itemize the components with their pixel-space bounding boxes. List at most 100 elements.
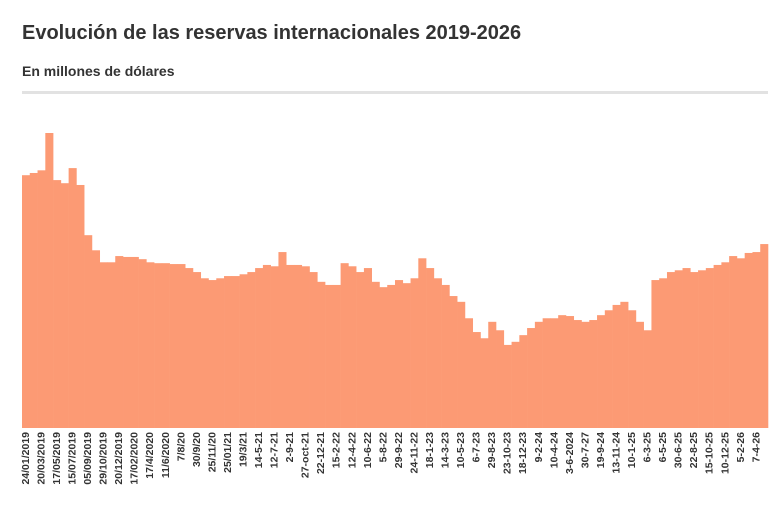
bar <box>161 263 170 428</box>
bar <box>154 263 163 428</box>
bar <box>729 256 738 428</box>
bar <box>581 321 590 428</box>
bar <box>208 280 217 428</box>
x-tick-label: 05/09/2019 <box>82 432 94 485</box>
bar <box>426 268 435 428</box>
x-tick-label: 30-6-25 <box>673 432 685 468</box>
bar <box>185 268 194 428</box>
bar <box>620 301 629 428</box>
bar <box>682 268 691 428</box>
bar <box>744 252 753 428</box>
bar <box>270 266 279 428</box>
bar <box>705 268 714 428</box>
bar <box>379 287 388 428</box>
bar <box>457 301 466 428</box>
bar <box>84 235 93 428</box>
bar <box>200 278 209 428</box>
bar <box>402 283 411 428</box>
bar <box>146 262 155 428</box>
bar <box>115 256 124 428</box>
x-tick-label: 10-12-25 <box>719 432 731 474</box>
bar <box>387 284 396 428</box>
x-tick-label: 7-4-26 <box>750 432 762 463</box>
bar <box>371 281 380 428</box>
bar <box>488 321 497 428</box>
x-tick-label: 18-1-23 <box>424 432 436 468</box>
bar <box>519 335 528 428</box>
bar <box>597 315 606 428</box>
bar <box>573 320 582 428</box>
x-tick-label: 15-10-25 <box>704 432 716 474</box>
bar <box>286 264 295 428</box>
bar <box>340 263 349 428</box>
bar <box>527 328 536 428</box>
x-tick-label: 22-8-25 <box>688 432 700 468</box>
x-tick-label: 15/07/2019 <box>67 432 79 485</box>
bar <box>130 256 139 428</box>
bar <box>356 272 365 428</box>
x-tick-label: 18-12-23 <box>517 432 529 474</box>
x-tick-label: 23-10-23 <box>502 432 514 474</box>
bar <box>635 321 644 428</box>
x-tick-label: 6-7-23 <box>471 432 483 463</box>
bar <box>247 272 256 428</box>
x-tick-label: 14-3-23 <box>440 432 452 468</box>
x-tick-label: 17/4/2020 <box>144 432 156 479</box>
chart-subtitle: En millones de dólares <box>22 63 175 79</box>
x-tick-label: 29-8-23 <box>486 432 498 468</box>
bar <box>317 281 326 428</box>
bar <box>99 262 108 428</box>
bar <box>760 244 769 428</box>
bar <box>674 270 683 428</box>
bar <box>325 284 334 428</box>
bar <box>60 183 69 428</box>
x-tick-label: 5-2-26 <box>735 432 747 463</box>
x-tick-label: 11/6/2020 <box>160 432 172 478</box>
bar <box>123 256 132 428</box>
bar <box>604 310 613 428</box>
bar <box>480 338 489 428</box>
bar <box>169 264 178 428</box>
chart-title: Evolución de las reservas internacionale… <box>22 22 521 44</box>
x-tick-label: 30/9/20 <box>191 432 203 467</box>
bar <box>558 315 567 428</box>
bar <box>301 266 310 428</box>
bar <box>534 321 543 428</box>
bar <box>29 172 38 428</box>
x-tick-label: 25/11/20 <box>206 432 218 472</box>
bar <box>628 310 637 428</box>
bar <box>659 278 668 428</box>
bar <box>589 320 598 428</box>
x-tick-label: 20/12/2019 <box>113 432 125 485</box>
bar <box>651 280 660 428</box>
bar <box>752 252 761 428</box>
bar <box>309 272 318 428</box>
bar <box>76 184 85 428</box>
bar <box>721 262 730 428</box>
x-tick-label: 10-4-24 <box>548 432 560 468</box>
bar <box>177 264 186 428</box>
bar <box>496 330 505 428</box>
bar <box>107 262 116 428</box>
x-tick-label: 24/01/2019 <box>20 432 32 485</box>
bar <box>433 278 442 428</box>
bar <box>511 341 520 428</box>
x-tick-label: 15-2-22 <box>331 432 343 468</box>
x-tick-label: 22-12-21 <box>315 432 327 474</box>
x-tick-label: 27-oct-21 <box>300 432 312 478</box>
bar <box>464 318 474 428</box>
bar <box>37 170 46 428</box>
bar <box>612 304 621 428</box>
bar <box>472 332 481 428</box>
x-tick-label: 29/10/2019 <box>98 432 110 485</box>
x-tick-label: 2-9-21 <box>284 432 296 463</box>
bar <box>698 270 707 428</box>
bar <box>192 272 202 428</box>
x-tick-label: 30-7-27 <box>579 432 591 468</box>
bar <box>348 266 357 428</box>
bar <box>736 258 745 428</box>
x-tick-label: 20/03/2019 <box>35 432 47 485</box>
x-tick-label: 19-9-24 <box>595 432 607 468</box>
bar <box>550 318 559 428</box>
